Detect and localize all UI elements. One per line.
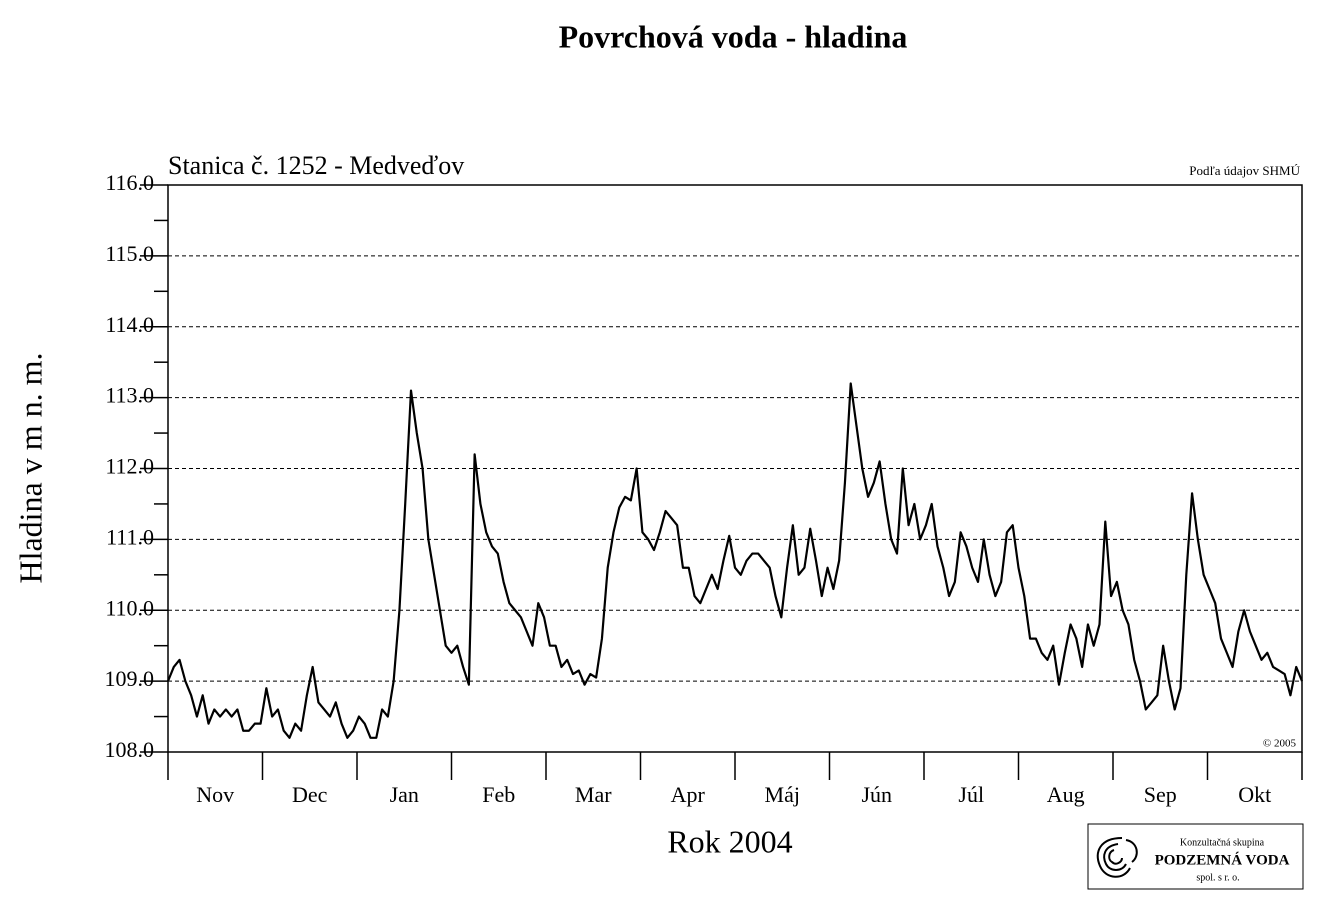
x-tick-label: Jún — [861, 782, 892, 807]
y-tick-label: 112.0 — [105, 454, 154, 479]
logo-line2: PODZEMNÁ VODA — [1155, 851, 1290, 868]
x-tick-label: Jan — [390, 782, 419, 807]
source: Podľa údajov SHMÚ — [1189, 163, 1300, 178]
y-tick-label: 109.0 — [105, 666, 155, 691]
logo-line1: Konzultačná skupina — [1180, 837, 1265, 848]
x-tick-label: Sep — [1144, 782, 1177, 807]
x-tick-label: Okt — [1238, 782, 1271, 807]
x-tick-label: Nov — [196, 782, 234, 807]
y-tick-label: 114.0 — [105, 312, 154, 337]
x-tick-label: Júl — [958, 782, 984, 807]
x-tick-label: Aug — [1047, 782, 1085, 807]
x-tick-label: Máj — [765, 782, 800, 807]
y-tick-label: 115.0 — [105, 241, 154, 266]
x-tick-label: Dec — [292, 782, 328, 807]
logo: Konzultačná skupina PODZEMNÁ VODA spol. … — [1087, 823, 1304, 890]
chart-title: Povrchová voda - hladina — [559, 18, 908, 54]
y-tick-label: 111.0 — [106, 524, 154, 549]
logo-box — [1087, 823, 1304, 890]
y-tick-label: 108.0 — [105, 737, 155, 762]
y-tick-label: 116.0 — [105, 170, 154, 195]
x-tick-label: Feb — [482, 782, 515, 807]
y-axis-label: Hladina v m n. m. — [12, 352, 48, 583]
y-tick-label: 113.0 — [105, 383, 154, 408]
logo-line3: spol. s r. o. — [1196, 872, 1239, 883]
copyright: © 2005 — [1263, 738, 1297, 750]
x-tick-label: Apr — [671, 782, 706, 807]
data-line — [166, 382, 1304, 739]
logo-icon — [1096, 837, 1138, 878]
y-tick-label: 110.0 — [105, 595, 154, 620]
x-axis-label: Rok 2004 — [667, 823, 792, 859]
x-tick-label: Mar — [575, 782, 612, 807]
subtitle: Stanica č. 1252 - Medveďov — [168, 151, 464, 180]
